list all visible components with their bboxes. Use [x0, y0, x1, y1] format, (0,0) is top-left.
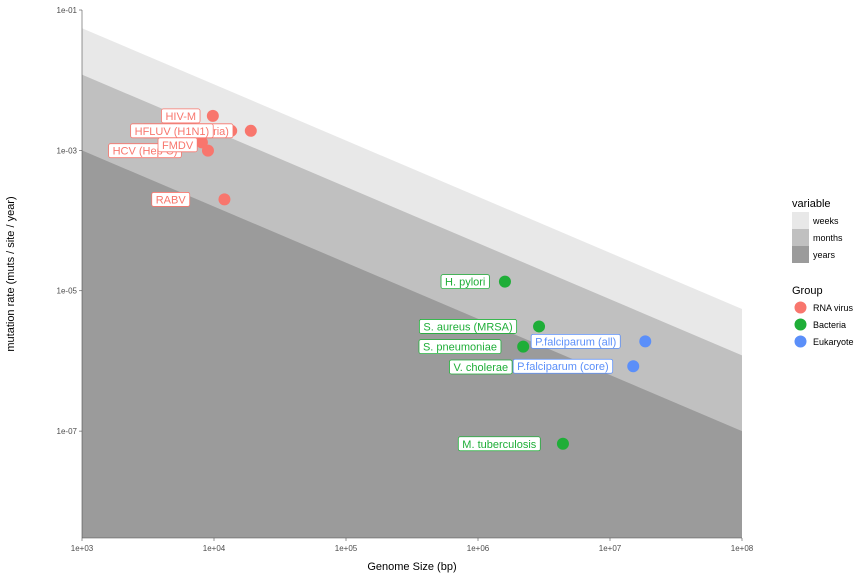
point-label-text: FMDV	[162, 140, 194, 152]
y-tick-label: 1e-05	[57, 287, 78, 296]
point-label-text: S. pneumoniae	[423, 342, 497, 354]
x-tick-label: 1e+07	[599, 544, 622, 553]
point-label: RABV	[151, 192, 191, 207]
point-label-box	[418, 319, 518, 334]
group-legend-swatch	[794, 301, 807, 314]
data-point	[627, 360, 640, 373]
data-point	[201, 144, 214, 157]
y-tick-label: 1e-01	[57, 6, 78, 15]
point-label-box	[161, 108, 201, 124]
point-label-text: V. cholerae	[453, 362, 508, 374]
point-label-box	[418, 339, 502, 355]
data-point	[218, 193, 231, 206]
point-label-text: H. pylori	[445, 277, 485, 289]
y-tick-label: 1e-07	[57, 427, 78, 436]
band-legend-label: months	[813, 233, 843, 243]
point-label: S. pneumoniae	[418, 339, 502, 355]
data-point	[556, 437, 569, 450]
point-label-text: RABV	[156, 194, 187, 206]
point-label: M. tuberculosis	[457, 436, 541, 452]
data-point	[206, 109, 219, 122]
point-label-text: M. tuberculosis	[462, 439, 536, 451]
point-label-box	[151, 192, 191, 207]
group-legend-swatch	[794, 335, 807, 348]
point-label: P.falciparum (all)	[530, 333, 621, 349]
x-tick-label: 1e+03	[71, 544, 94, 553]
point-label-text: HIV-M	[165, 111, 196, 123]
x-tick-label: 1e+08	[731, 544, 754, 553]
point-label-text: P.falciparum (all)	[535, 336, 616, 348]
data-point	[533, 320, 546, 333]
legend: variable Group weeks months years RNA virus…	[792, 198, 854, 350]
point-label-box	[157, 137, 198, 153]
y-tick-label: 1e-03	[57, 146, 78, 155]
y-ticks: 1e-01 1e-03 1e-05 1e-07	[57, 6, 82, 436]
band-legend-label: weeks	[812, 216, 839, 226]
band-layer	[82, 28, 742, 539]
band-legend-swatch	[792, 212, 809, 229]
group-legend-swatch	[794, 318, 807, 331]
group-legend-label: Eukaryote	[813, 337, 854, 347]
band-years	[82, 150, 742, 538]
x-tick-label: 1e+04	[203, 544, 226, 553]
point-label-box	[512, 358, 614, 374]
point-label: P.falciparum (core)	[512, 358, 614, 374]
group-legend-label: RNA virus	[813, 303, 854, 313]
band-legend-swatch	[792, 246, 809, 263]
point-label-box	[440, 274, 490, 289]
x-ticks: 1e+03 1e+04 1e+05 1e+06 1e+07 1e+08	[71, 538, 754, 553]
data-point	[195, 136, 208, 149]
data-points	[195, 109, 652, 450]
data-point	[639, 335, 652, 348]
group-legend-title: Group	[792, 285, 823, 297]
band-legend-label: years	[813, 250, 836, 260]
data-point	[517, 340, 530, 353]
band-legend-title: variable	[792, 198, 831, 210]
point-label-box	[457, 436, 541, 452]
y-axis-title: mutation rate (muts / site / year)	[5, 196, 17, 351]
x-axis-title: Genome Size (bp)	[367, 561, 456, 573]
point-label-box	[530, 333, 621, 349]
point-label-text: HFLUV (H1N1)	[135, 126, 210, 138]
point-label-box	[449, 359, 513, 375]
x-tick-label: 1e+06	[467, 544, 490, 553]
data-point	[498, 275, 511, 288]
point-label: FMDV	[157, 137, 198, 153]
point-label: HIV-M	[161, 108, 201, 124]
point-label: HFLUV (H1N1)	[130, 123, 214, 139]
point-label: H. pylori	[440, 274, 490, 289]
data-point	[244, 124, 257, 137]
axes	[81, 10, 742, 539]
point-label-text: P.falciparum (core)	[517, 361, 609, 373]
point-label: S. aureus (MRSA)	[418, 319, 518, 334]
group-legend-label: Bacteria	[813, 320, 846, 330]
point-label-text: S. aureus (MRSA)	[423, 321, 512, 333]
point-label: V. cholerae	[449, 359, 513, 375]
x-tick-label: 1e+05	[335, 544, 358, 553]
band-legend-swatch	[792, 229, 809, 246]
